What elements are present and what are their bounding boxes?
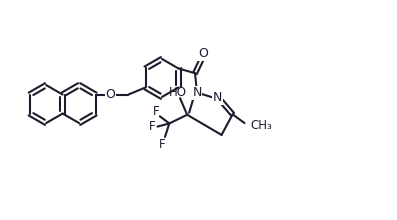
Text: CH₃: CH₃ [251,119,272,132]
Text: O: O [198,47,208,60]
Text: F: F [152,105,159,118]
Text: HO: HO [169,86,187,99]
Text: F: F [148,120,155,133]
Text: N: N [192,86,202,99]
Text: O: O [106,88,116,101]
Text: F: F [158,138,165,150]
Text: N: N [213,91,222,104]
